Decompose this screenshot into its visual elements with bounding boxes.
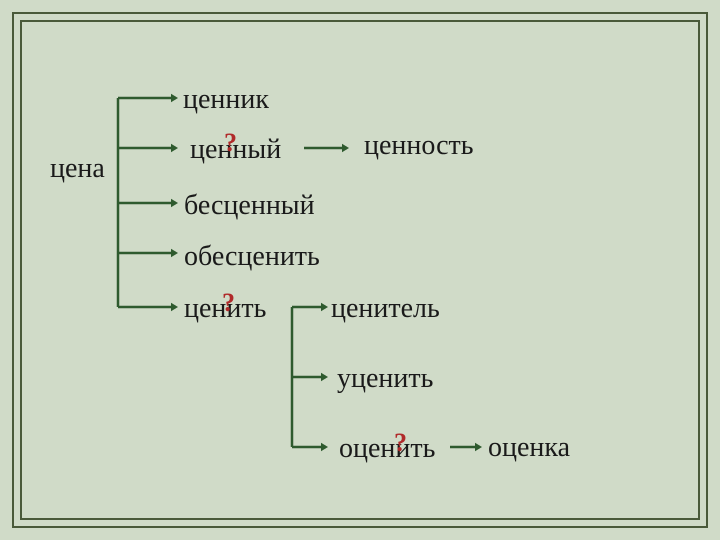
node-obescenit: обесценить (184, 241, 320, 273)
node-otsenka: оценка (488, 432, 570, 464)
qmark-otsenit: ? (394, 428, 407, 458)
node-tsennost: ценность (364, 130, 474, 162)
node-tsennik: ценник (183, 84, 269, 116)
node-tsenitel: ценитель (331, 293, 440, 325)
node-root: цена (50, 153, 105, 185)
node-bescennyy: бесценный (184, 190, 315, 222)
qmark-tsennyy: ? (224, 128, 237, 158)
node-utsenit: уценить (337, 363, 433, 395)
qmark-tsenit: ? (222, 288, 235, 318)
node-otsenit: оценить (339, 433, 435, 465)
